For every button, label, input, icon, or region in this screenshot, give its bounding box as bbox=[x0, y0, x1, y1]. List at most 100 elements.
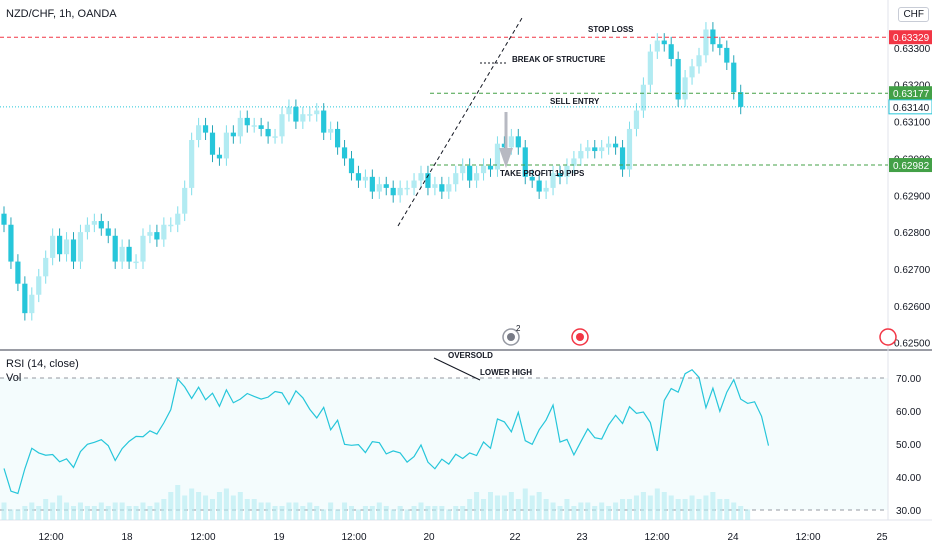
candle-body bbox=[439, 184, 445, 192]
level-price-entry: 0.63177 bbox=[893, 89, 930, 100]
volume-bar bbox=[126, 506, 132, 520]
candle-body bbox=[557, 173, 563, 177]
volume-bar bbox=[161, 499, 167, 520]
candle-body bbox=[63, 239, 70, 255]
volume-bar bbox=[1, 502, 7, 520]
rsi-band bbox=[0, 378, 888, 510]
candle-body bbox=[98, 221, 104, 229]
candle-body bbox=[717, 44, 723, 48]
candle-body bbox=[57, 235, 63, 255]
candle-body bbox=[654, 40, 660, 52]
candle-body bbox=[647, 51, 653, 85]
volume-bar bbox=[8, 509, 14, 520]
candle-body bbox=[133, 261, 139, 264]
volume-bar bbox=[501, 495, 507, 520]
candle-body bbox=[196, 125, 202, 140]
volume-bar bbox=[50, 502, 56, 520]
time-tick-label: 12:00 bbox=[341, 532, 366, 543]
news-flag-icon-2 bbox=[879, 328, 897, 346]
candle-body bbox=[619, 147, 626, 170]
volume-bar bbox=[522, 488, 528, 520]
volume-bar bbox=[286, 502, 292, 520]
time-tick-label: 23 bbox=[576, 532, 588, 543]
candle-body bbox=[731, 62, 737, 93]
candle-body bbox=[494, 143, 501, 170]
volume-bar bbox=[147, 506, 153, 520]
volume-bar bbox=[633, 495, 639, 520]
volume-bar bbox=[335, 509, 341, 520]
volume-bar bbox=[342, 502, 348, 520]
volume-bar bbox=[376, 502, 382, 520]
candle-body bbox=[126, 246, 132, 262]
volume-bar bbox=[606, 506, 612, 520]
candle-body bbox=[599, 147, 605, 152]
rsi-line bbox=[3, 368, 770, 495]
candle-body bbox=[209, 132, 216, 155]
last-price-label: 0.63140 bbox=[893, 103, 930, 114]
candle-body bbox=[348, 158, 355, 174]
volume-bar bbox=[418, 502, 424, 520]
candle-body bbox=[703, 29, 709, 56]
candle-body bbox=[321, 110, 327, 133]
candle-body bbox=[230, 132, 236, 137]
volume-bar bbox=[57, 495, 63, 520]
volume-bar bbox=[453, 506, 459, 520]
volume-bar bbox=[703, 495, 709, 520]
candle-body bbox=[390, 187, 396, 196]
candle-body bbox=[272, 136, 278, 138]
candle-body bbox=[425, 173, 431, 188]
candle-body bbox=[147, 232, 153, 236]
volume-bar bbox=[474, 492, 480, 520]
volume-bar bbox=[293, 502, 299, 520]
volume-bar bbox=[307, 502, 313, 520]
volume-bar bbox=[369, 506, 375, 520]
candle-body bbox=[501, 143, 507, 148]
time-tick-label: 20 bbox=[423, 532, 435, 543]
volume-bar bbox=[15, 509, 21, 520]
volume-bar bbox=[36, 506, 42, 520]
candle-body bbox=[536, 180, 542, 192]
candle-body bbox=[237, 117, 243, 137]
rsi-tick-label: 40.00 bbox=[896, 473, 921, 484]
currency-badge[interactable]: CHF bbox=[898, 7, 929, 22]
rsi-tick-label: 30.00 bbox=[896, 506, 921, 517]
trend-line bbox=[397, 17, 523, 227]
volume-bar bbox=[578, 502, 584, 520]
candle-body bbox=[529, 176, 535, 181]
tp-arrow-head bbox=[499, 148, 513, 168]
candle-body bbox=[189, 140, 195, 188]
candle-body bbox=[161, 224, 167, 240]
volume-bar bbox=[22, 506, 28, 520]
candle-body bbox=[286, 106, 292, 115]
volume-bar bbox=[564, 499, 570, 520]
candle-body bbox=[202, 125, 209, 133]
candle-body bbox=[369, 176, 375, 192]
candle-body bbox=[314, 110, 320, 115]
candle-body bbox=[182, 187, 188, 214]
candle-body bbox=[244, 117, 250, 126]
candle-body bbox=[640, 84, 646, 111]
candle-body bbox=[112, 235, 118, 262]
candle-body bbox=[453, 173, 459, 185]
volume-bar bbox=[258, 502, 264, 520]
volume-bar bbox=[647, 495, 653, 520]
volume-bar bbox=[529, 495, 535, 520]
price-tick-label: 0.62500 bbox=[894, 339, 931, 350]
volume-bar bbox=[640, 492, 646, 520]
volume-bar bbox=[710, 492, 716, 520]
volume-bar bbox=[105, 506, 111, 520]
candle-body bbox=[265, 128, 271, 137]
candle-body bbox=[279, 114, 285, 137]
rsi-tick-label: 60.00 bbox=[896, 407, 921, 418]
candle-body bbox=[696, 55, 702, 67]
level-badge-tp bbox=[889, 158, 932, 173]
candle-body bbox=[564, 165, 570, 177]
candle-body bbox=[251, 125, 257, 127]
volume-bar bbox=[133, 506, 139, 520]
volume-bar bbox=[64, 502, 70, 520]
candle-body bbox=[689, 66, 695, 78]
volume-bar bbox=[355, 509, 361, 520]
rsi-tick-label: 50.00 bbox=[896, 440, 921, 451]
candle-body bbox=[487, 165, 494, 170]
